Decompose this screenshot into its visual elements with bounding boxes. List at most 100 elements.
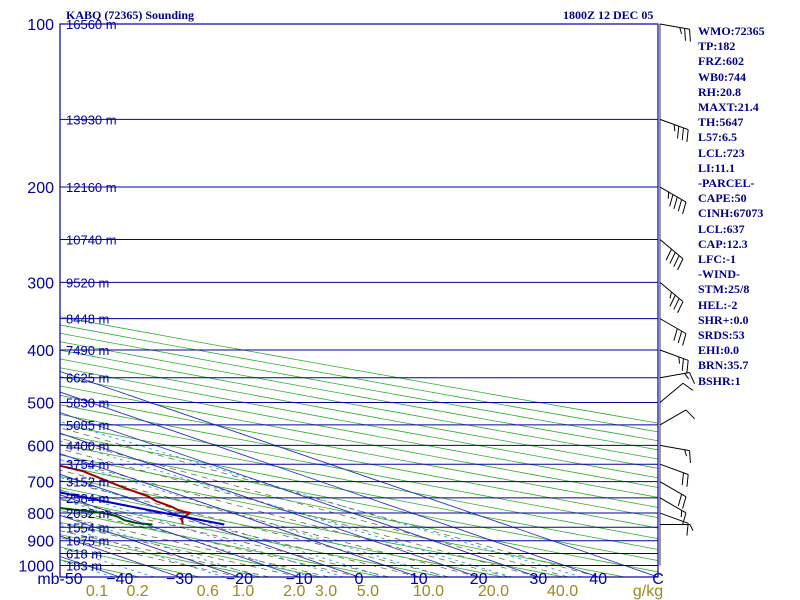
index-line: TH:5647 xyxy=(698,115,744,130)
moist-adiabat xyxy=(60,523,300,577)
index-line: -PARCEL- xyxy=(698,176,755,191)
mixing-ratio-unit: g/kg xyxy=(633,583,663,600)
height-label: 16560 m xyxy=(66,17,117,32)
wind-barb xyxy=(659,281,684,313)
height-label: 10740 m xyxy=(66,232,117,247)
wind-barb-staff xyxy=(659,409,687,426)
index-line: CINH:67073 xyxy=(698,206,764,221)
mixing-ratio-label: 5.0 xyxy=(357,583,379,600)
wind-barbs xyxy=(659,23,696,566)
dry-adiabat xyxy=(60,404,658,519)
wind-barb xyxy=(659,444,691,463)
wind-barb-staff xyxy=(659,382,684,403)
wind-barb xyxy=(659,23,691,42)
pressure-label: 500 xyxy=(27,396,54,413)
height-label: 5830 m xyxy=(66,396,109,411)
wind-barb-feather xyxy=(686,474,689,487)
height-label: 8448 m xyxy=(66,312,109,327)
height-label: 3152 m xyxy=(66,475,109,490)
wind-barb-feather xyxy=(673,298,680,310)
index-line: MAXT:21.4 xyxy=(698,100,759,115)
mixing-ratio-label: 2.0 xyxy=(283,583,305,600)
isotherm xyxy=(60,370,658,577)
moist-adiabat xyxy=(60,427,599,577)
dry-adiabat xyxy=(60,534,261,577)
wind-barb-feather xyxy=(682,512,687,525)
wind-barb-feather xyxy=(669,295,676,307)
isotherm xyxy=(60,412,539,577)
wind-barb-feather xyxy=(682,382,694,391)
wind-barb xyxy=(659,409,695,426)
temperature-tick-label: 10 xyxy=(410,571,428,588)
dry-adiabat xyxy=(60,498,443,577)
mixing-ratio-label: 0.2 xyxy=(126,583,148,600)
wind-barb xyxy=(659,497,687,525)
wind-barb-feather xyxy=(682,333,687,346)
index-line: CAPE:50 xyxy=(698,191,747,206)
temperature-tick-label: −20 xyxy=(226,571,253,588)
height-label: 183 m xyxy=(66,559,102,574)
temperature-tick-label: −10 xyxy=(286,571,313,588)
temperature-tick-label: mb-50 xyxy=(37,571,82,588)
wind-barb-feather xyxy=(681,472,684,486)
index-line: WB0:744 xyxy=(698,69,746,84)
pressure-label: 600 xyxy=(27,438,54,455)
index-line: L57:6.5 xyxy=(698,130,737,145)
temperature-tick-label: −40 xyxy=(106,571,133,588)
wind-barb-feather xyxy=(681,358,684,371)
index-line: SHR+:0.0 xyxy=(698,312,749,327)
wind-barb-feather xyxy=(684,373,690,380)
wind-barb-feather xyxy=(684,28,686,41)
wind-barb-feather xyxy=(677,330,683,344)
wind-barb xyxy=(659,318,687,346)
wind-barb-feather xyxy=(689,450,691,463)
mixing-ratio-line xyxy=(60,546,155,577)
dry-adiabat xyxy=(60,413,658,529)
dry-adiabat xyxy=(60,341,658,451)
height-label: 7490 m xyxy=(66,343,109,358)
plot-frame xyxy=(59,23,659,578)
wind-barb-feather xyxy=(686,360,689,373)
wind-barb-feather xyxy=(679,27,683,35)
index-line: LCL:723 xyxy=(698,145,745,160)
mixing-ratio-label: 3.0 xyxy=(315,583,337,600)
mixing-ratio-label: 0.1 xyxy=(86,583,108,600)
dry-adiabat xyxy=(60,332,658,442)
index-line: CAP:12.3 xyxy=(698,236,748,251)
indices-panel: WMO:72365 TP:182 FRZ:602 WB0:744 RH:20.8 MAXT… xyxy=(698,24,798,389)
index-line: LI:11.1 xyxy=(698,160,736,175)
mixing-ratio-line xyxy=(60,440,512,577)
wind-barb-feather xyxy=(689,372,696,385)
height-label: 618 m xyxy=(66,546,102,561)
isobars xyxy=(59,23,659,578)
temperature-tick-label: 30 xyxy=(530,571,548,588)
wind-barb-feather xyxy=(689,524,694,531)
isotherm xyxy=(60,432,479,577)
isotherm xyxy=(60,391,599,577)
wind-barb-feather xyxy=(682,201,687,215)
wind-barb-feather xyxy=(682,496,687,509)
temperature-tick-label: 20 xyxy=(470,571,488,588)
wind-barb-feather xyxy=(685,409,695,420)
index-line: FRZ:602 xyxy=(698,54,744,69)
dry-adiabat xyxy=(60,510,382,577)
moist-adiabat xyxy=(60,530,270,577)
moist-adiabat xyxy=(60,537,240,577)
pressure-label: 200 xyxy=(27,180,54,197)
isotherm xyxy=(60,453,419,577)
temperature-tick-label: C xyxy=(652,571,664,588)
dry-adiabat xyxy=(60,487,504,577)
height-label: 12160 m xyxy=(66,180,117,195)
sounding-time: 1800Z 12 DEC 05 xyxy=(563,8,654,22)
index-line: TP:182 xyxy=(698,39,736,54)
mixing-ratio-line xyxy=(60,498,312,577)
mixing-ratio-label: 10.0 xyxy=(413,583,444,600)
wind-barb-feather xyxy=(677,258,684,271)
wind-barb xyxy=(659,239,684,271)
temperature-tick-label: 0 xyxy=(355,571,364,588)
pressure-label: 900 xyxy=(27,534,54,551)
moist-adiabat xyxy=(60,437,569,577)
height-label: 13930 m xyxy=(66,112,117,127)
wind-barb-feather xyxy=(681,127,684,141)
